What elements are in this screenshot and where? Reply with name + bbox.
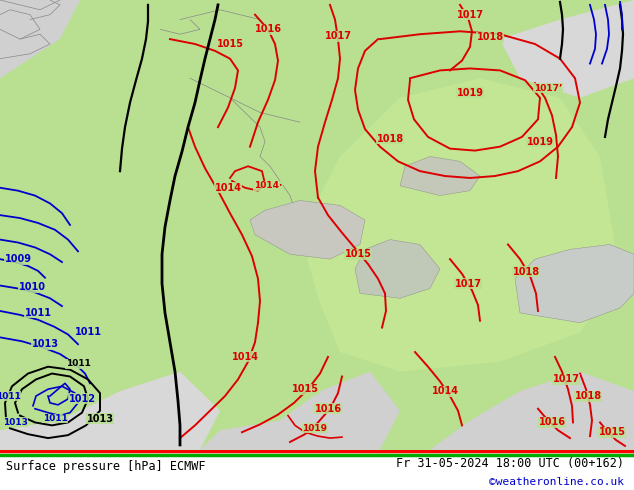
Text: 1015: 1015 — [344, 249, 372, 259]
Text: 1017: 1017 — [325, 31, 351, 41]
Text: 1011: 1011 — [42, 414, 67, 423]
Polygon shape — [400, 156, 480, 196]
Text: 1010: 1010 — [18, 283, 46, 293]
Text: 1019: 1019 — [302, 424, 328, 433]
Text: Surface pressure [hPa] ECMWF: Surface pressure [hPa] ECMWF — [6, 460, 206, 473]
Text: 1016: 1016 — [254, 24, 281, 34]
Text: 1019: 1019 — [526, 137, 553, 147]
Text: 1011: 1011 — [75, 327, 101, 338]
Text: 1016: 1016 — [314, 404, 342, 414]
Text: 1018: 1018 — [476, 32, 503, 42]
Polygon shape — [515, 245, 634, 323]
Text: 1011: 1011 — [65, 359, 91, 368]
Polygon shape — [300, 78, 620, 371]
Text: 1011: 1011 — [0, 392, 20, 400]
Text: 1015: 1015 — [292, 384, 318, 394]
Polygon shape — [250, 200, 365, 259]
Text: 1014: 1014 — [432, 386, 458, 396]
Polygon shape — [200, 371, 400, 450]
Text: 1014: 1014 — [231, 352, 259, 362]
Text: 1015: 1015 — [598, 427, 626, 437]
Text: Fr 31-05-2024 18:00 UTC (00+162): Fr 31-05-2024 18:00 UTC (00+162) — [396, 457, 624, 470]
Text: 1019: 1019 — [456, 88, 484, 98]
Text: 1017: 1017 — [455, 279, 481, 289]
Text: 1013: 1013 — [32, 339, 58, 349]
Text: 1017’: 1017’ — [534, 83, 562, 93]
Polygon shape — [0, 371, 220, 450]
Text: 1015: 1015 — [216, 39, 243, 49]
Text: 1013: 1013 — [3, 418, 27, 427]
Text: 1017: 1017 — [552, 374, 579, 385]
Text: 1013: 1013 — [86, 414, 113, 423]
Text: 1016: 1016 — [538, 417, 566, 427]
Text: 1018: 1018 — [512, 267, 540, 277]
Text: 1014: 1014 — [214, 183, 242, 193]
Polygon shape — [430, 371, 634, 450]
Text: 1017: 1017 — [456, 10, 484, 20]
Polygon shape — [0, 0, 80, 78]
Text: 1014∙: 1014∙ — [254, 181, 282, 190]
Text: 1012: 1012 — [68, 394, 96, 404]
Text: 1018: 1018 — [377, 134, 404, 144]
Text: 1009: 1009 — [4, 254, 32, 264]
Polygon shape — [500, 0, 634, 98]
Polygon shape — [355, 240, 440, 298]
Text: 1018: 1018 — [574, 391, 602, 401]
Text: 1011: 1011 — [25, 308, 51, 318]
Text: ©weatheronline.co.uk: ©weatheronline.co.uk — [489, 477, 624, 487]
